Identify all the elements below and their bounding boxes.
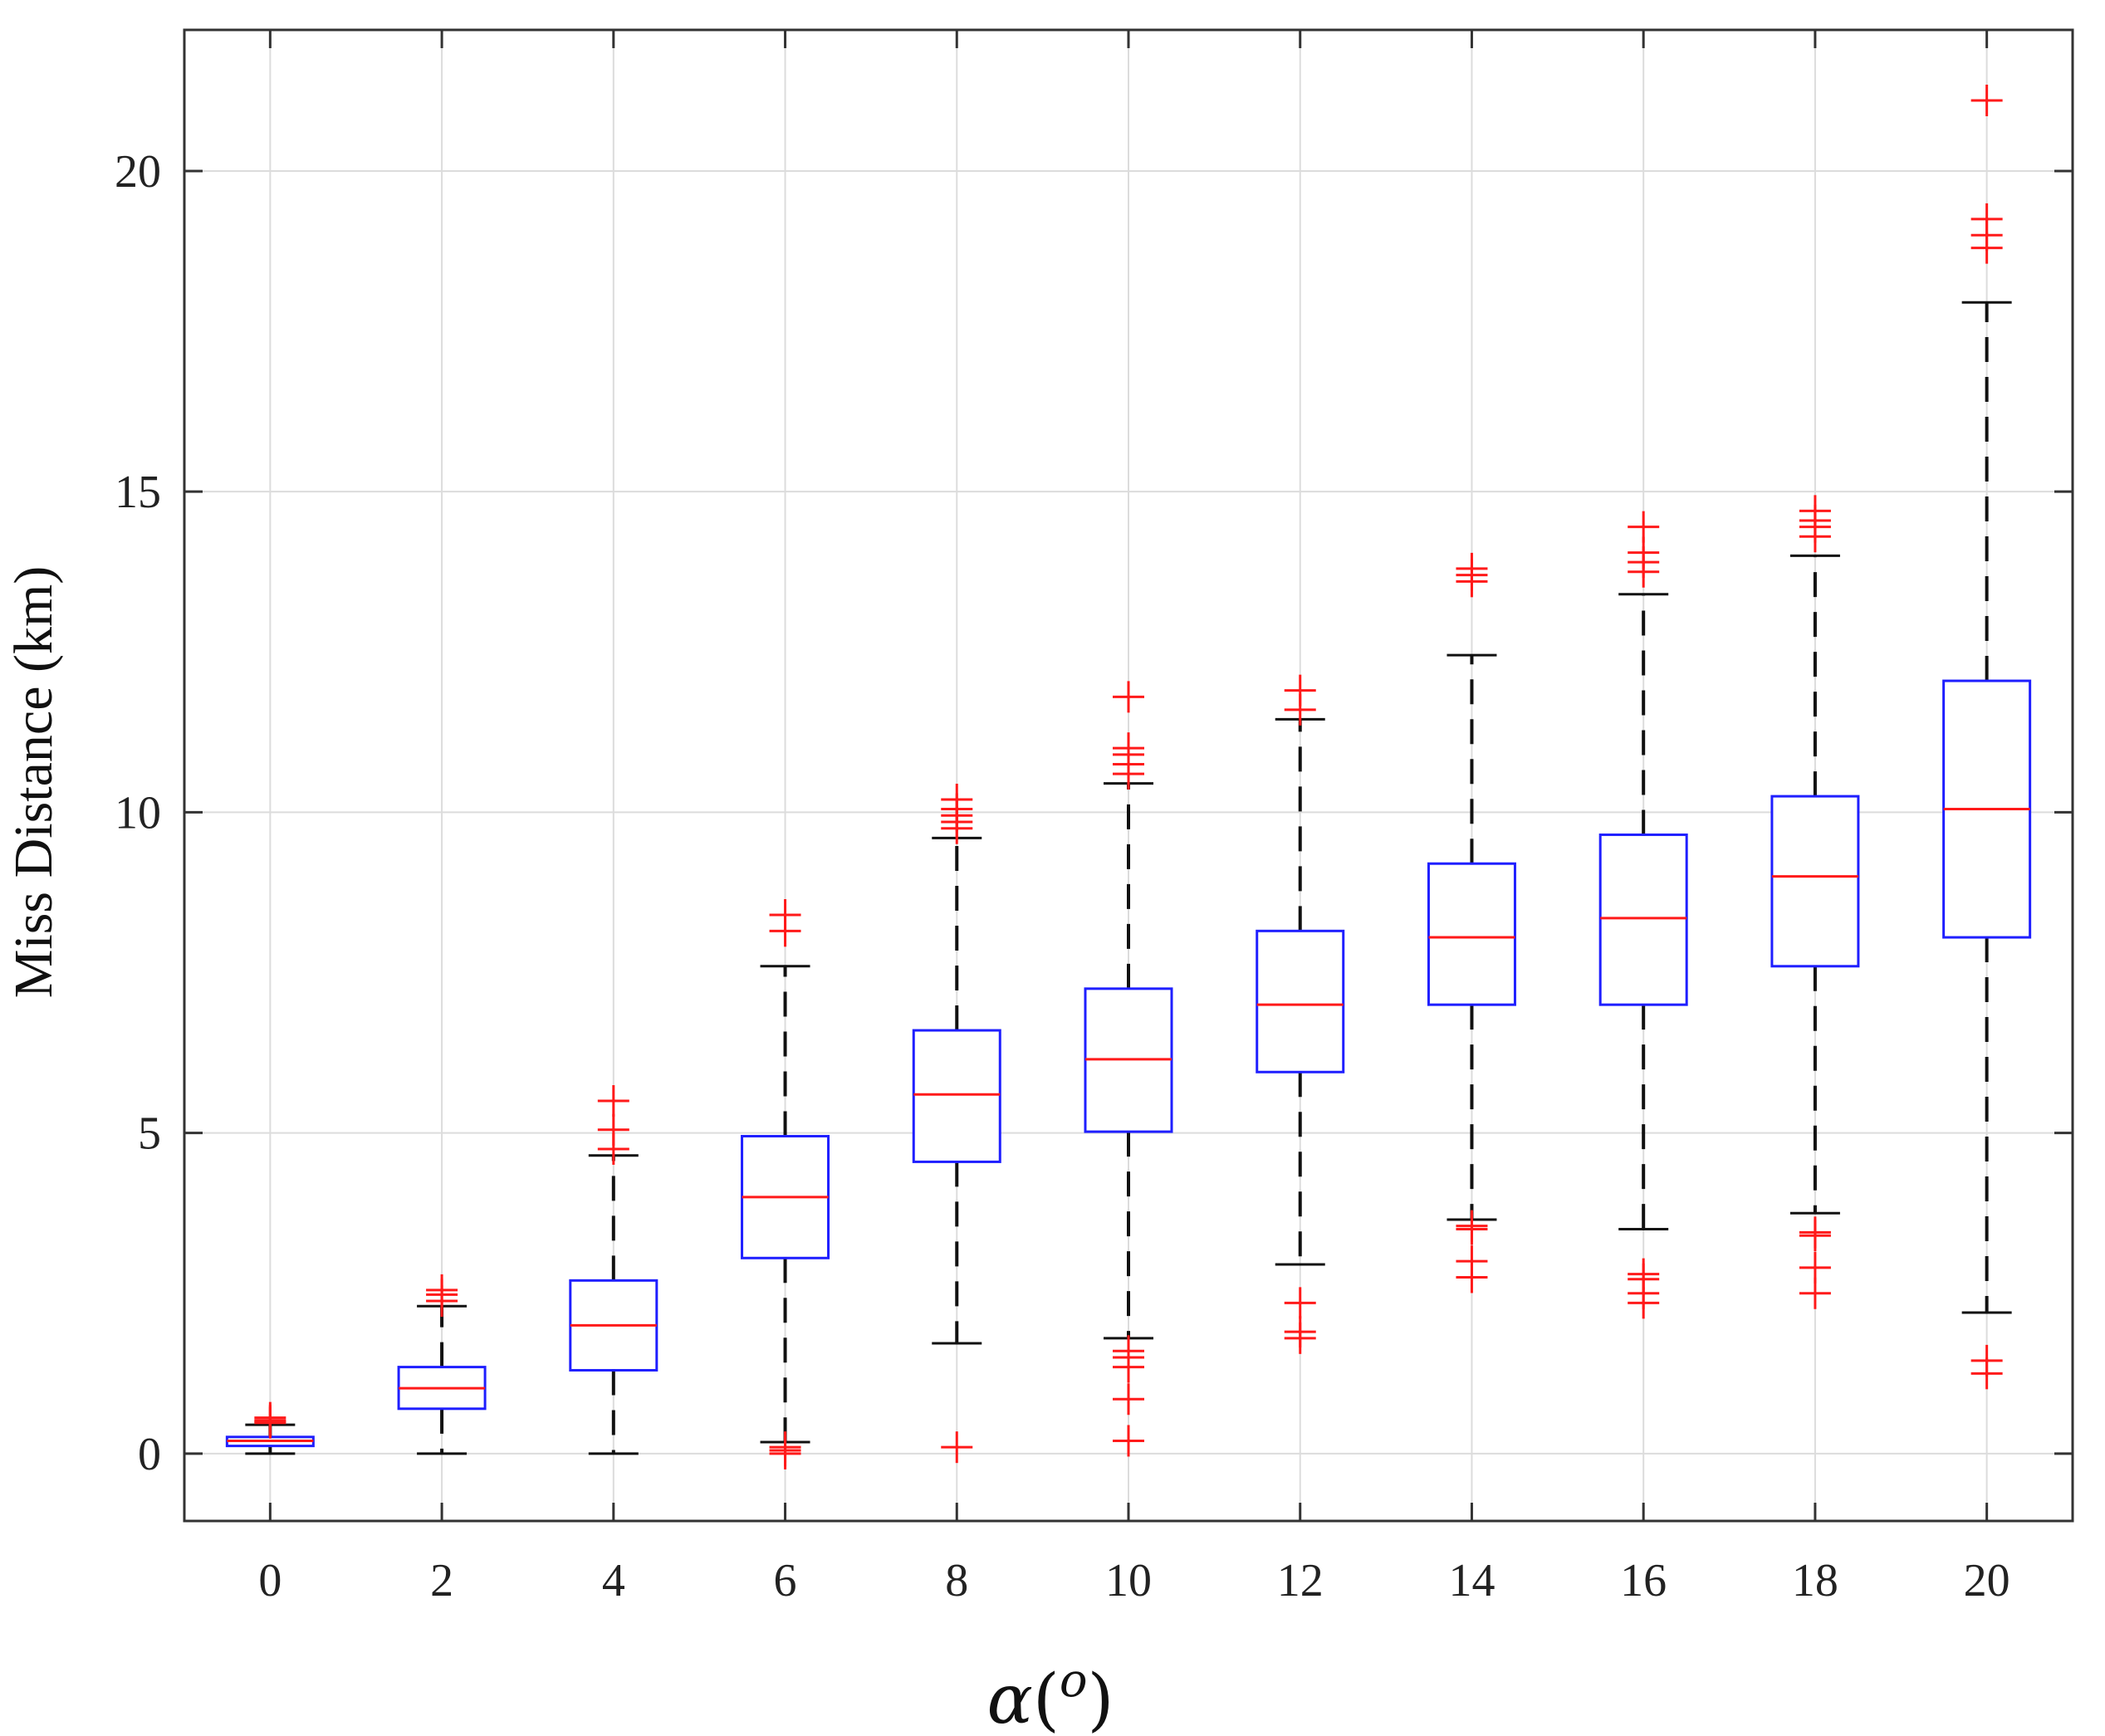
outlier-8-0 [941, 1431, 973, 1464]
x-tick-label-10: 10 [1105, 1555, 1152, 1606]
box-group-12 [1256, 674, 1345, 1354]
x-axis-label-open: ( [1033, 1660, 1060, 1736]
x-axis-label-symbol: α [986, 1660, 1032, 1736]
box-12 [1256, 929, 1345, 1073]
box-group-18 [1770, 495, 1860, 1309]
outlier-16-7 [1628, 511, 1660, 543]
outlier-20-1 [1970, 1344, 2003, 1377]
outlier-18-3 [1799, 1216, 1831, 1249]
box-group-6 [741, 899, 830, 1469]
outlier-18-1 [1799, 1251, 1831, 1284]
x-axis-label-sup: o [1060, 1654, 1088, 1708]
x-tick-label-20: 20 [1964, 1555, 2010, 1606]
box-group-4 [569, 1085, 658, 1455]
box-group-10 [1084, 681, 1173, 1457]
x-tick-label-12: 12 [1277, 1555, 1324, 1606]
outlier-6-2 [769, 1431, 801, 1464]
outlier-20-4 [1970, 203, 2003, 235]
outlier-10-0 [1113, 1425, 1144, 1457]
outlier-0-3 [254, 1406, 286, 1438]
outlier-2-2 [426, 1274, 458, 1306]
outlier-20-5 [1970, 84, 2003, 116]
outlier-12-1 [1284, 1316, 1316, 1348]
y-tick-label-20: 20 [115, 146, 161, 198]
outlier-14-3 [1456, 1210, 1488, 1242]
x-axis-label-close: ) [1088, 1660, 1114, 1736]
x-tick-label-18: 18 [1792, 1555, 1838, 1606]
box-layer [225, 84, 2032, 1469]
y-tick-label-5: 5 [138, 1108, 161, 1160]
box-18 [1770, 795, 1860, 968]
y-tick-label-0: 0 [138, 1429, 161, 1480]
outlier-8-5 [941, 783, 973, 815]
outlier-10-1 [1113, 1383, 1144, 1416]
outlier-10-4 [1113, 1335, 1144, 1367]
box-8 [912, 1029, 1001, 1163]
outlier-16-3 [1628, 1258, 1660, 1290]
box-14 [1427, 862, 1516, 1006]
outlier-12-4 [1284, 674, 1316, 707]
outlier-4-2 [597, 1085, 629, 1117]
x-tick-label-16: 16 [1620, 1555, 1667, 1606]
y-tick-label-10: 10 [115, 787, 161, 839]
x-axis-label: α(o) [986, 1654, 1114, 1736]
outlier-14-6 [1456, 552, 1488, 584]
x-tick-label-14: 14 [1448, 1555, 1495, 1606]
x-tick-label-2: 2 [430, 1555, 453, 1606]
box-group-8 [912, 783, 1001, 1464]
x-tick-label-8: 8 [945, 1555, 968, 1606]
y-axis-label: Miss Distance (km) [3, 566, 64, 999]
outlier-14-1 [1456, 1245, 1488, 1278]
outlier-4-1 [597, 1113, 629, 1146]
box-group-14 [1427, 552, 1516, 1293]
outlier-10-8 [1113, 732, 1144, 765]
outlier-10-9 [1113, 681, 1144, 713]
outlier-12-2 [1284, 1287, 1316, 1319]
outlier-6-4 [769, 899, 801, 932]
y-tick-label-15: 15 [115, 467, 161, 518]
box-group-2 [397, 1274, 487, 1455]
box-group-16 [1598, 511, 1688, 1319]
outlier-18-7 [1799, 495, 1831, 527]
box-group-20 [1942, 84, 2032, 1390]
box-16 [1598, 833, 1688, 1006]
box-group-0 [225, 1401, 315, 1455]
x-tick-label-0: 0 [258, 1555, 281, 1606]
x-tick-label-4: 4 [602, 1555, 625, 1606]
x-tick-label-6: 6 [774, 1555, 797, 1606]
axis-layer: 0 2 4 6 8 10 12 14 16 18 20 0 5 10 15 20 [115, 28, 2074, 1606]
